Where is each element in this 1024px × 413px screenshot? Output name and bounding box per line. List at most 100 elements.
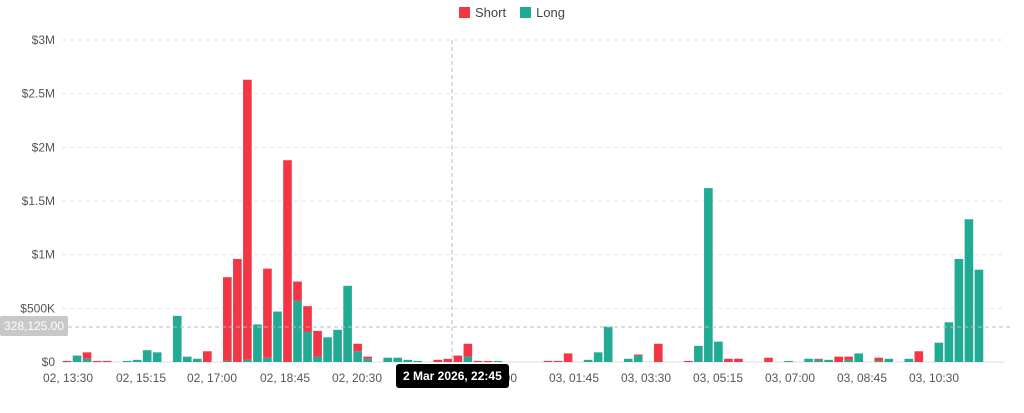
bar-long[interactable] — [343, 285, 352, 362]
bar-long[interactable] — [152, 352, 162, 362]
bar-long[interactable] — [122, 360, 132, 362]
bar-short[interactable] — [102, 360, 112, 362]
bar-short[interactable] — [233, 258, 242, 362]
bar-short[interactable] — [914, 351, 924, 362]
x-tick-label: 03, 03:30 — [621, 371, 671, 385]
y-tick-label: $2M — [32, 140, 55, 154]
grid-lines — [62, 39, 1004, 363]
bar-long[interactable] — [944, 322, 954, 362]
bar-short[interactable] — [473, 360, 483, 362]
bar-short[interactable] — [653, 343, 663, 362]
bar-long[interactable] — [333, 329, 342, 362]
bar-short[interactable] — [293, 281, 302, 301]
bar-long[interactable] — [182, 356, 192, 362]
legend-short-label: Short — [475, 5, 507, 20]
bar-short[interactable] — [633, 354, 643, 356]
bar-long[interactable] — [964, 219, 974, 362]
bar-short[interactable] — [764, 357, 773, 362]
bar-long[interactable] — [714, 341, 723, 362]
bar-short[interactable] — [243, 79, 252, 360]
bar-long[interactable] — [132, 359, 142, 362]
bar-long[interactable] — [784, 360, 793, 362]
bar-long[interactable] — [353, 351, 362, 362]
bar-short[interactable] — [263, 268, 272, 358]
bar-short[interactable] — [443, 358, 453, 362]
y-tick-label: $2.5M — [22, 87, 55, 101]
bar-long[interactable] — [904, 358, 914, 362]
bar-short[interactable] — [433, 359, 443, 362]
bar-long[interactable] — [814, 359, 823, 362]
bar-long[interactable] — [804, 358, 813, 362]
x-tick-label: 03, 08:45 — [837, 371, 887, 385]
bar-long[interactable] — [393, 357, 403, 362]
bar-long[interactable] — [593, 352, 603, 362]
bar-short[interactable] — [223, 277, 232, 361]
bar-short[interactable] — [453, 355, 463, 362]
y-axis-labels: $0 $500K $1M $1.5M $2M $2.5M $3M — [20, 33, 55, 369]
bar-short[interactable] — [82, 352, 92, 359]
bar-short[interactable] — [483, 360, 493, 362]
bar-long[interactable] — [463, 356, 473, 362]
bar-long[interactable] — [82, 358, 92, 362]
bar-long[interactable] — [263, 357, 272, 362]
bars[interactable] — [62, 79, 984, 362]
bar-long[interactable] — [623, 358, 633, 362]
bar-long[interactable] — [633, 355, 643, 362]
x-tick-label: 02, 15:15 — [116, 371, 166, 385]
bar-long[interactable] — [243, 359, 252, 362]
bar-long[interactable] — [854, 353, 864, 362]
bar-short[interactable] — [834, 356, 843, 362]
bar-long[interactable] — [313, 356, 322, 362]
bar-long[interactable] — [142, 350, 152, 362]
bar-long[interactable] — [363, 358, 372, 362]
bar-long[interactable] — [413, 360, 423, 362]
bar-short[interactable] — [874, 357, 884, 361]
bar-long[interactable] — [323, 337, 332, 362]
bar-short[interactable] — [844, 356, 853, 360]
bar-short[interactable] — [553, 360, 563, 362]
bar-long[interactable] — [192, 358, 202, 362]
bar-short[interactable] — [724, 358, 733, 362]
bar-long[interactable] — [704, 188, 713, 362]
x-tick-label: 03, 05:15 — [693, 371, 743, 385]
legend-item-short[interactable]: Short — [459, 5, 506, 20]
bar-long[interactable] — [223, 360, 232, 362]
bar-long[interactable] — [172, 315, 182, 362]
bar-long[interactable] — [383, 357, 393, 362]
bar-short[interactable] — [463, 343, 473, 357]
bar-long[interactable] — [72, 355, 82, 362]
bar-long[interactable] — [493, 360, 503, 362]
bar-long[interactable] — [583, 359, 593, 362]
bar-long[interactable] — [844, 359, 853, 362]
bar-short[interactable] — [563, 353, 573, 362]
bar-long[interactable] — [694, 345, 703, 362]
bar-short[interactable] — [684, 360, 693, 362]
bar-long[interactable] — [884, 358, 894, 362]
bar-long[interactable] — [273, 311, 282, 362]
y-tick-label: $1.5M — [22, 194, 55, 208]
bar-long[interactable] — [824, 359, 833, 362]
bar-short[interactable] — [92, 360, 102, 362]
bar-short[interactable] — [62, 360, 72, 362]
bar-short[interactable] — [363, 356, 372, 359]
bar-long[interactable] — [974, 269, 984, 362]
bar-short[interactable] — [313, 330, 322, 357]
bar-long[interactable] — [303, 331, 312, 362]
y-tick-label: $3M — [32, 33, 55, 47]
bar-short[interactable] — [814, 358, 823, 360]
bar-long[interactable] — [874, 360, 884, 362]
legend-item-long[interactable]: Long — [520, 5, 565, 20]
bar-short[interactable] — [283, 160, 292, 362]
bar-long[interactable] — [934, 342, 944, 362]
bar-short[interactable] — [202, 351, 212, 362]
bar-long[interactable] — [403, 359, 413, 362]
bar-short[interactable] — [543, 360, 553, 362]
bar-short[interactable] — [353, 343, 362, 352]
bar-short[interactable] — [303, 306, 312, 332]
bar-short[interactable] — [734, 358, 743, 362]
bar-long[interactable] — [603, 326, 613, 362]
bar-long[interactable] — [954, 258, 964, 362]
bar-long[interactable] — [253, 324, 262, 362]
x-tick-label: 02, 20:30 — [332, 371, 382, 385]
bar-long[interactable] — [293, 300, 302, 362]
